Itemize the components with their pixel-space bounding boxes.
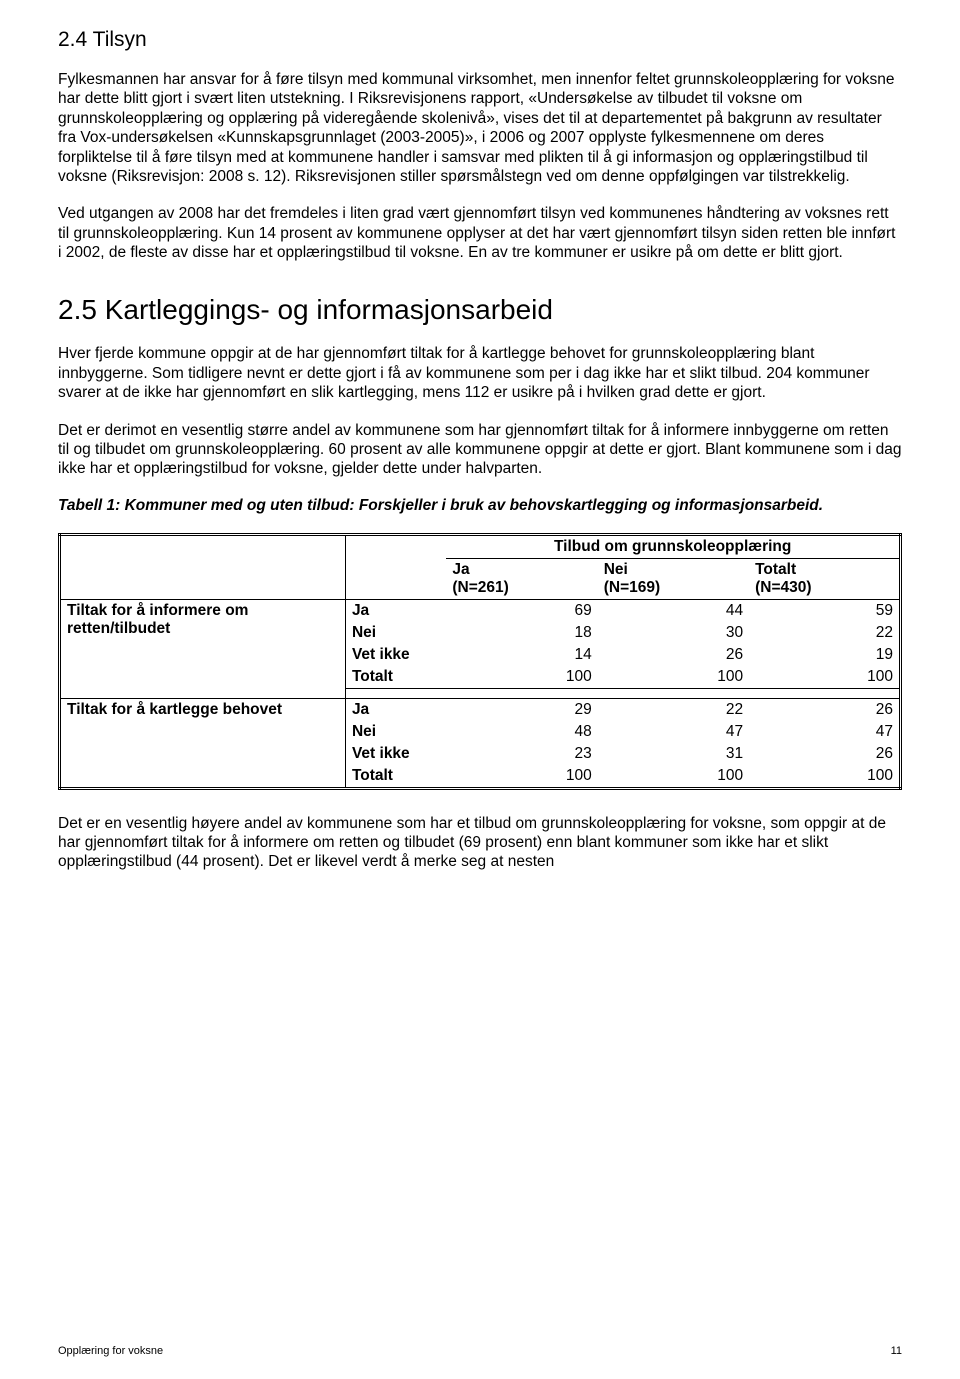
column-header: Ja(N=261) xyxy=(446,558,597,599)
table-cell xyxy=(345,558,446,599)
table-cell: 59 xyxy=(749,599,900,622)
table-cell: 26 xyxy=(598,644,749,666)
table-cell: 22 xyxy=(598,698,749,721)
row-group-label: Tiltak for å informere om retten/tilbude… xyxy=(60,599,346,688)
table-cell: 30 xyxy=(598,622,749,644)
table-cell: Nei xyxy=(345,622,446,644)
table-cell: Ja xyxy=(345,599,446,622)
table-cell xyxy=(60,558,346,599)
table-1: Tilbud om grunnskoleopplæring Ja(N=261) … xyxy=(58,533,902,790)
table-cell: 48 xyxy=(446,721,597,743)
table-caption: Tabell 1: Kommuner med og uten tilbud: F… xyxy=(58,497,902,515)
paragraph: Det er en vesentlig høyere andel av komm… xyxy=(58,814,902,872)
table-row xyxy=(60,688,901,698)
page: 2.4 Tilsyn Fylkesmannen har ansvar for å… xyxy=(0,0,960,1379)
table-row: Ja(N=261) Nei(N=169) Totalt(N=430) xyxy=(60,558,901,599)
table-cell: 100 xyxy=(598,765,749,789)
table-cell: 100 xyxy=(598,666,749,689)
table-cell: Ja xyxy=(345,698,446,721)
table-cell: 100 xyxy=(749,666,900,689)
table-cell: 22 xyxy=(749,622,900,644)
table-cell: 19 xyxy=(749,644,900,666)
column-group-header: Tilbud om grunnskoleopplæring xyxy=(446,534,900,558)
table-cell: 31 xyxy=(598,743,749,765)
table-cell: Vet ikke xyxy=(345,644,446,666)
table-row: Tiltak for å kartlegge behovet Ja 29 22 … xyxy=(60,698,901,721)
table-cell: 14 xyxy=(446,644,597,666)
table-cell: 18 xyxy=(446,622,597,644)
table-cell: 100 xyxy=(446,666,597,689)
paragraph: Hver fjerde kommune oppgir at de har gje… xyxy=(58,344,902,402)
row-group-label: Tiltak for å kartlegge behovet xyxy=(60,698,346,788)
table-cell: 44 xyxy=(598,599,749,622)
table-cell: 26 xyxy=(749,698,900,721)
data-table: Tilbud om grunnskoleopplæring Ja(N=261) … xyxy=(58,533,902,790)
table-cell: 69 xyxy=(446,599,597,622)
heading-2-4: 2.4 Tilsyn xyxy=(58,28,902,52)
table-row: Tilbud om grunnskoleopplæring xyxy=(60,534,901,558)
table-cell: 47 xyxy=(598,721,749,743)
table-cell: 47 xyxy=(749,721,900,743)
paragraph: Fylkesmannen har ansvar for å føre tilsy… xyxy=(58,70,902,186)
table-cell: Totalt xyxy=(345,666,446,689)
column-header: Totalt(N=430) xyxy=(749,558,900,599)
table-cell: Nei xyxy=(345,721,446,743)
table-cell: 26 xyxy=(749,743,900,765)
table-row: Tiltak for å informere om retten/tilbude… xyxy=(60,599,901,622)
table-cell: 29 xyxy=(446,698,597,721)
table-cell: Totalt xyxy=(345,765,446,789)
paragraph: Det er derimot en vesentlig større andel… xyxy=(58,421,902,479)
paragraph: Ved utgangen av 2008 har det fremdeles i… xyxy=(58,204,902,262)
table-cell: 100 xyxy=(749,765,900,789)
table-cell xyxy=(345,534,446,558)
column-header: Nei(N=169) xyxy=(598,558,749,599)
heading-2-5: 2.5 Kartleggings- og informasjonsarbeid xyxy=(58,294,902,326)
page-footer: Opplæring for voksne 11 xyxy=(58,1345,902,1357)
page-number: 11 xyxy=(891,1345,902,1357)
footer-title: Opplæring for voksne xyxy=(58,1345,163,1357)
table-cell: 100 xyxy=(446,765,597,789)
table-cell: 23 xyxy=(446,743,597,765)
table-cell xyxy=(60,534,346,558)
table-cell: Vet ikke xyxy=(345,743,446,765)
